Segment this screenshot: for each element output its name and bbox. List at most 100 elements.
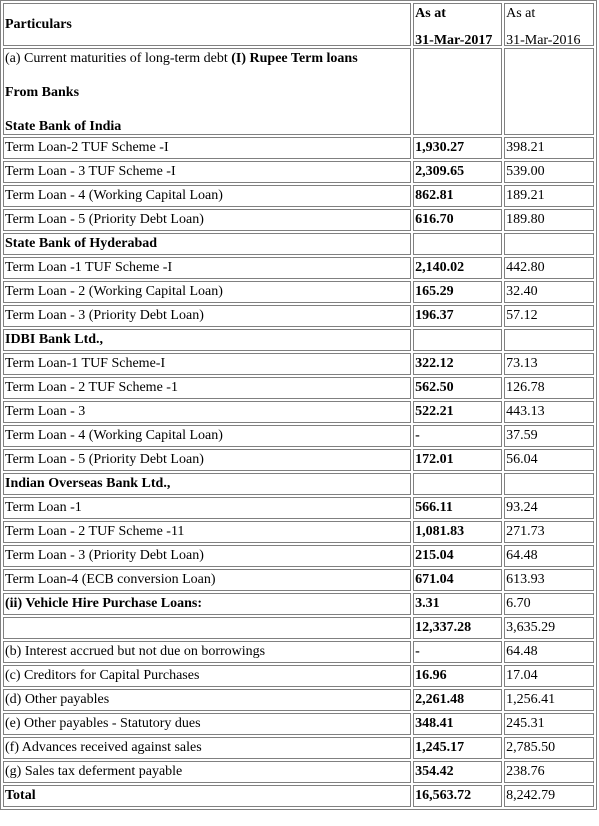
row-label: (c) Creditors for Capital Purchases bbox=[3, 665, 412, 687]
value-2016: 271.73 bbox=[504, 521, 594, 543]
row-label: Term Loan -1 TUF Scheme -I bbox=[3, 257, 412, 279]
row-label: (d) Other payables bbox=[3, 689, 412, 711]
value-2016: 398.21 bbox=[504, 137, 594, 159]
table-row: Term Loan - 2 (Working Capital Loan) 165.… bbox=[3, 281, 594, 303]
value-2017: 3.31 bbox=[413, 593, 503, 615]
table-row: Total 16,563.72 8,242.79 bbox=[3, 785, 594, 807]
value-2017: 671.04 bbox=[413, 569, 503, 591]
intro-2016-cell bbox=[504, 48, 594, 135]
value-2016: 539.00 bbox=[504, 161, 594, 183]
value-2017: 1,245.17 bbox=[413, 737, 503, 759]
value-2017: 522.21 bbox=[413, 401, 503, 423]
table-row: Term Loan-1 TUF Scheme-I 322.12 73.13 bbox=[3, 353, 594, 375]
financial-table: Particulars As at 31-Mar-2017 As at 31-M… bbox=[0, 0, 597, 810]
table-row: (b) Interest accrued but not due on borr… bbox=[3, 641, 594, 663]
table-row: Term Loan - 4 (Working Capital Loan) -37.… bbox=[3, 425, 594, 447]
value-2017: 215.04 bbox=[413, 545, 503, 567]
value-2016: 32.40 bbox=[504, 281, 594, 303]
intro-line3: State Bank of India bbox=[5, 119, 122, 134]
col-2017-line2: 31-Mar-2017 bbox=[415, 33, 493, 46]
intro-line1-bold: (I) Rupee Term loans bbox=[231, 51, 358, 66]
row-label: Term Loan - 3 bbox=[3, 401, 412, 423]
table-row: (c) Creditors for Capital Purchases 16.96… bbox=[3, 665, 594, 687]
table-row: (d) Other payables 2,261.48 1,256.41 bbox=[3, 689, 594, 711]
row-label: Term Loan - 5 (Priority Debt Loan) bbox=[3, 209, 412, 231]
value-2016: 37.59 bbox=[504, 425, 594, 447]
value-2017 bbox=[413, 233, 503, 255]
row-label: Term Loan - 2 TUF Scheme -1 bbox=[3, 377, 412, 399]
value-2016 bbox=[504, 329, 594, 351]
col-2016-header: As at 31-Mar-2016 bbox=[504, 3, 594, 46]
table-row: (g) Sales tax deferment payable 354.42 238… bbox=[3, 761, 594, 783]
particulars-header: Particulars bbox=[3, 3, 412, 46]
value-2017: 172.01 bbox=[413, 449, 503, 471]
value-2016: 2,785.50 bbox=[504, 737, 594, 759]
header-row: Particulars As at 31-Mar-2017 As at 31-M… bbox=[3, 3, 594, 46]
row-label: (f) Advances received against sales bbox=[3, 737, 412, 759]
value-2017 bbox=[413, 329, 503, 351]
table-row: Term Loan - 3 522.21 443.13 bbox=[3, 401, 594, 423]
value-2016: 56.04 bbox=[504, 449, 594, 471]
table-row: Term Loan - 5 (Priority Debt Loan) 172.01… bbox=[3, 449, 594, 471]
value-2016: 189.21 bbox=[504, 185, 594, 207]
table-body: Particulars As at 31-Mar-2017 As at 31-M… bbox=[3, 3, 594, 807]
value-2016: 3,635.29 bbox=[504, 617, 594, 639]
value-2016: 613.93 bbox=[504, 569, 594, 591]
row-label: IDBI Bank Ltd., bbox=[3, 329, 412, 351]
value-2017: 16.96 bbox=[413, 665, 503, 687]
table-row: IDBI Bank Ltd., bbox=[3, 329, 594, 351]
row-label: Term Loan - 4 (Working Capital Loan) bbox=[3, 425, 412, 447]
value-2016: 17.04 bbox=[504, 665, 594, 687]
col-2016-line2: 31-Mar-2016 bbox=[506, 33, 581, 46]
value-2017: 322.12 bbox=[413, 353, 503, 375]
table-row: 12,337.28 3,635.29 bbox=[3, 617, 594, 639]
col-2017-header: As at 31-Mar-2017 bbox=[413, 3, 503, 46]
table-row: (ii) Vehicle Hire Purchase Loans: 3.31 6.7… bbox=[3, 593, 594, 615]
intro-row: (a) Current maturities of long-term debt… bbox=[3, 48, 594, 135]
value-2016 bbox=[504, 473, 594, 495]
value-2017: 354.42 bbox=[413, 761, 503, 783]
intro-line1: (a) Current maturities of long-term debt… bbox=[5, 49, 409, 66]
table-row: Term Loan - 3 (Priority Debt Loan) 215.04… bbox=[3, 545, 594, 567]
value-2017: 348.41 bbox=[413, 713, 503, 735]
row-label: Term Loan - 4 (Working Capital Loan) bbox=[3, 185, 412, 207]
row-label: (ii) Vehicle Hire Purchase Loans: bbox=[3, 593, 412, 615]
table-row: Term Loan - 4 (Working Capital Loan) 862.… bbox=[3, 185, 594, 207]
row-label: Term Loan-2 TUF Scheme -I bbox=[3, 137, 412, 159]
value-2016: 64.48 bbox=[504, 641, 594, 663]
value-2016: 6.70 bbox=[504, 593, 594, 615]
row-label: Term Loan - 3 (Priority Debt Loan) bbox=[3, 305, 412, 327]
value-2017: 562.50 bbox=[413, 377, 503, 399]
row-label: (e) Other payables - Statutory dues bbox=[3, 713, 412, 735]
row-label: Term Loan - 5 (Priority Debt Loan) bbox=[3, 449, 412, 471]
row-label: (g) Sales tax deferment payable bbox=[3, 761, 412, 783]
value-2017: 12,337.28 bbox=[413, 617, 503, 639]
value-2017: 566.11 bbox=[413, 497, 503, 519]
intro-line2: From Banks bbox=[5, 85, 80, 100]
value-2016 bbox=[504, 233, 594, 255]
intro-cell: (a) Current maturities of long-term debt… bbox=[3, 48, 412, 135]
value-2017: 2,140.02 bbox=[413, 257, 503, 279]
row-label: (b) Interest accrued but not due on borr… bbox=[3, 641, 412, 663]
value-2017: 616.70 bbox=[413, 209, 503, 231]
value-2017: 1,930.27 bbox=[413, 137, 503, 159]
value-2016: 443.13 bbox=[504, 401, 594, 423]
value-2016: 442.80 bbox=[504, 257, 594, 279]
intro-2017-cell bbox=[413, 48, 503, 135]
value-2017: 196.37 bbox=[413, 305, 503, 327]
value-2017: 2,309.65 bbox=[413, 161, 503, 183]
row-label: Term Loan - 3 TUF Scheme -I bbox=[3, 161, 412, 183]
value-2017: 862.81 bbox=[413, 185, 503, 207]
table-row: Term Loan-2 TUF Scheme -I 1,930.27 398.21 bbox=[3, 137, 594, 159]
value-2017: 16,563.72 bbox=[413, 785, 503, 807]
row-label bbox=[3, 617, 412, 639]
table-row: Term Loan - 2 TUF Scheme -1 562.50 126.78 bbox=[3, 377, 594, 399]
row-label: Term Loan -1 bbox=[3, 497, 412, 519]
value-2017: - bbox=[413, 425, 503, 447]
value-2017: 1,081.83 bbox=[413, 521, 503, 543]
row-label: Indian Overseas Bank Ltd., bbox=[3, 473, 412, 495]
table-row: Term Loan - 3 TUF Scheme -I 2,309.65 539.0… bbox=[3, 161, 594, 183]
table-row: Term Loan -1 TUF Scheme -I 2,140.02 442.80 bbox=[3, 257, 594, 279]
row-label: State Bank of Hyderabad bbox=[3, 233, 412, 255]
value-2016: 1,256.41 bbox=[504, 689, 594, 711]
